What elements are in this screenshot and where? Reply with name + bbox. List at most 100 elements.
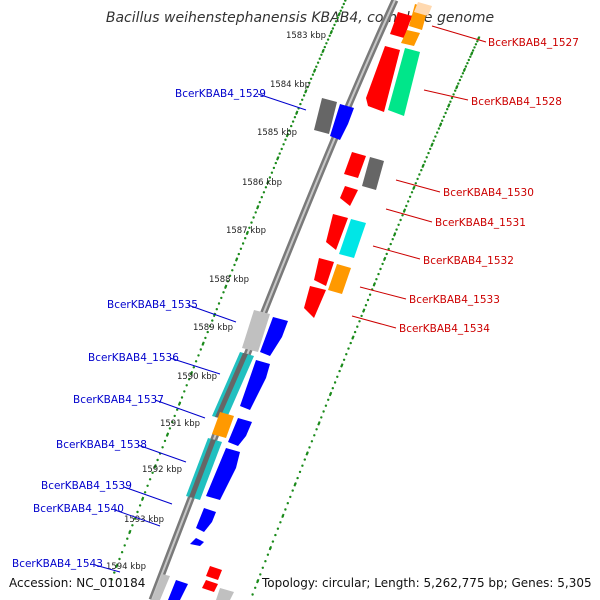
gene-label[interactable]: BcerKBAB4_1543 [12,558,103,570]
guide-tick [266,180,270,185]
guide-dot [328,34,331,37]
gene-arrow[interactable] [366,46,400,112]
guide-dot [342,358,346,361]
gene-arrow[interactable] [168,580,188,600]
label-leader [395,179,441,193]
guide-dot [272,166,276,170]
guide-dot [360,314,363,318]
guide-tick [281,513,285,519]
gene-arrow[interactable] [326,214,348,250]
kbp-label: 1594 kbp [106,562,146,572]
gene-arrow[interactable] [202,580,218,592]
gene-arrow[interactable] [304,286,326,318]
guide-dot [136,510,139,514]
gene-arrow[interactable] [216,588,234,600]
gene-arrow[interactable] [328,264,351,294]
gene-arrow[interactable] [362,157,384,190]
gene-label[interactable]: BcerKBAB4_1527 [488,37,579,49]
guide-dot [194,360,198,363]
guide-dot [432,139,435,142]
gene-arrow[interactable] [152,574,170,600]
gene-arrow[interactable] [414,2,432,16]
gene-arrow[interactable] [344,152,366,178]
guide-dot [344,0,347,2]
guide-dot [318,57,321,60]
guide-dot [353,330,357,334]
gene-label[interactable]: BcerKBAB4_1534 [399,323,490,335]
guide-dot [176,408,179,411]
guide-dot [254,586,257,589]
gene-label[interactable]: BcerKBAB4_1538 [56,439,147,451]
gene-label[interactable]: BcerKBAB4_1533 [409,294,500,306]
gene-arrow[interactable] [340,186,358,206]
guide-dot [268,176,272,179]
guide-dot [331,27,335,30]
guide-dot [469,55,472,58]
guide-dot [228,274,232,277]
kbp-label: 1587 kbp [226,226,266,236]
gene-arrow[interactable] [260,317,288,356]
gene-arrow[interactable] [206,566,222,580]
guide-dot [303,458,306,461]
dotted-guides [110,0,481,596]
gene-arrow[interactable] [339,219,366,258]
gene-arrow[interactable] [215,353,248,418]
gene-arrow[interactable] [390,12,412,38]
guide-tick [224,284,228,289]
guide-dot [320,416,323,419]
guide-dot [161,446,164,449]
guide-dot [397,223,400,226]
guide-dot [284,138,287,141]
gene-arrow[interactable] [240,360,270,410]
gene-label[interactable]: BcerKBAB4_1539 [41,480,132,492]
guide-tick [285,132,290,138]
gene-label[interactable]: BcerKBAB4_1535 [107,299,198,311]
kbp-label: 1586 kbp [242,178,282,188]
gene-label[interactable]: BcerKBAB4_1529 [175,88,266,100]
gene-arrow[interactable] [330,104,354,140]
gene-arrow[interactable] [206,448,240,500]
gene-arrow[interactable] [228,418,252,446]
gene-label[interactable]: BcerKBAB4_1532 [423,255,514,267]
guide-dot [274,533,277,537]
guide-tick [201,341,205,346]
gene-arrow[interactable] [190,538,204,546]
gene-arrow[interactable] [401,30,420,46]
guide-dot [349,341,352,345]
guide-dot [310,440,314,443]
topology-text: Topology: circular; Length: 5,262,775 bp… [261,576,592,590]
guide-dot [215,308,218,311]
guide-dot [325,42,328,45]
gene-label[interactable]: BcerKBAB4_1530 [443,187,534,199]
gene-label[interactable]: BcerKBAB4_1537 [73,394,164,406]
gene-label[interactable]: BcerKBAB4_1528 [471,96,562,108]
guide-dot [211,319,214,322]
gene-label[interactable]: BcerKBAB4_1536 [88,352,179,364]
guide-dot [368,293,372,296]
kbp-label: 1583 kbp [286,31,326,41]
gene-label[interactable]: BcerKBAB4_1540 [33,503,124,515]
guide-dot [341,6,344,9]
gene-arrow[interactable] [314,258,334,286]
guide-dot [138,504,142,507]
guide-dot [299,102,302,106]
gene-label[interactable]: BcerKBAB4_1531 [435,217,526,229]
guide-dot [377,272,380,276]
guide-dot [339,9,342,12]
gene-arrow[interactable] [388,48,420,116]
guide-tick [372,282,377,287]
gene-arrow[interactable] [196,508,216,532]
guide-dot [395,228,398,231]
guide-dot [474,43,478,46]
label-leader [351,315,397,329]
gene-arrow[interactable] [314,98,337,134]
gene-arrow[interactable] [189,439,216,498]
gene-arrow[interactable] [242,310,270,352]
gene-arrow[interactable] [212,412,234,438]
guide-tick [165,432,170,437]
guide-dot [113,571,116,574]
reverse-gene-labels: BcerKBAB4_1527 BcerKBAB4_1528 BcerKBAB4_… [351,25,579,335]
forward-gene-labels: BcerKBAB4_1529 BcerKBAB4_1535 BcerKBAB4_… [12,88,307,573]
guide-dot [291,489,294,492]
guide-dot [288,129,291,132]
